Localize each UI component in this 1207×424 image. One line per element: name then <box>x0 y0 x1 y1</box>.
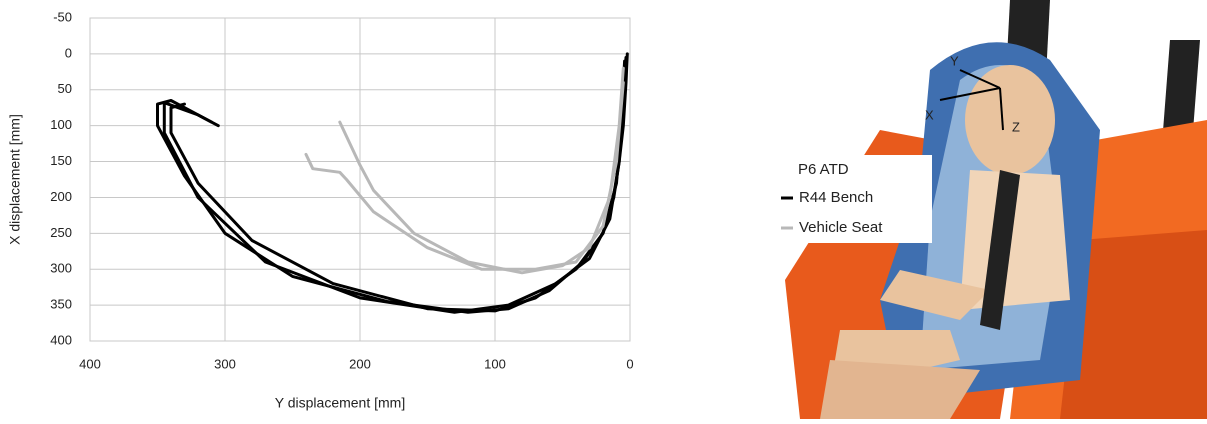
y-axis-title: X displacement [mm] <box>7 114 23 245</box>
y-tick-label: 400 <box>50 332 72 347</box>
photo <box>785 0 1207 419</box>
chart: -50 0 50 100 150 200 250 300 350 400 400 300 200 100 0… <box>7 9 932 411</box>
x-tick-label: 200 <box>349 356 371 371</box>
trace <box>169 59 627 313</box>
y-tick-label: 0 <box>65 45 72 60</box>
y-tick-label: 300 <box>50 261 72 276</box>
photo-axis-label: X <box>925 107 934 122</box>
legend-bg <box>782 155 932 243</box>
trace <box>338 66 625 275</box>
trace <box>156 52 629 314</box>
trace <box>162 56 628 314</box>
y-tick-label: 50 <box>58 81 72 96</box>
trace <box>304 81 625 271</box>
legend-label: Vehicle Seat <box>799 219 883 236</box>
x-axis-title: Y displacement [mm] <box>275 395 405 411</box>
legend-title: P6 ATD <box>798 161 849 178</box>
y-tick-label: -50 <box>53 9 72 24</box>
x-tick-label: 300 <box>214 356 236 371</box>
y-tick-label: 150 <box>50 153 72 168</box>
plot-frame <box>89 17 631 342</box>
y-tick-label: 350 <box>50 297 72 312</box>
x-tick-label: 100 <box>484 356 506 371</box>
x-tick-label: 400 <box>79 356 101 371</box>
y-tick-label: 250 <box>50 225 72 240</box>
x-tick-label: 0 <box>626 356 633 371</box>
y-tick-label: 100 <box>50 117 72 132</box>
legend-label: R44 Bench <box>799 189 873 206</box>
photo-axis-label: Z <box>1012 119 1020 134</box>
y-tick-label: 200 <box>50 189 72 204</box>
photo-axis-label: Y <box>950 53 959 68</box>
